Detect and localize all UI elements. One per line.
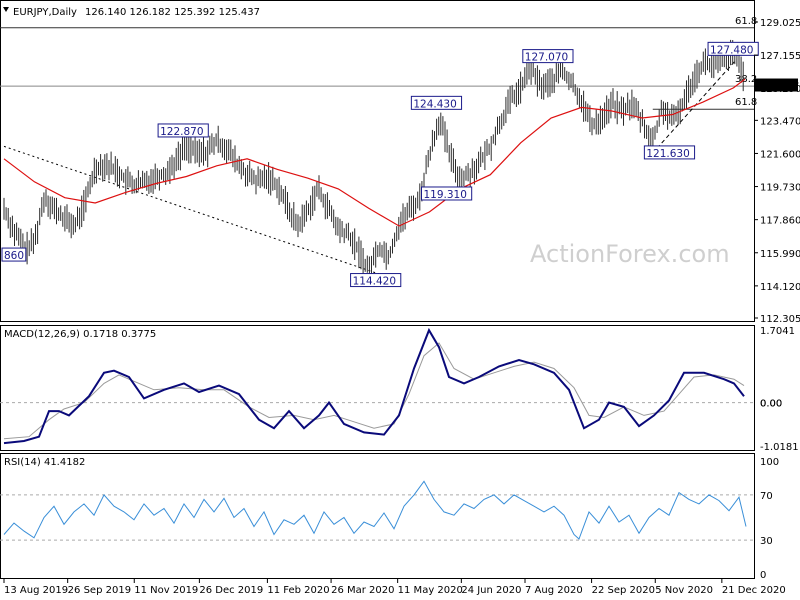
price-tick-label: 127.155 <box>760 51 800 62</box>
date-tick-label: 5 Nov 2020 <box>655 585 713 596</box>
macd-panel <box>0 325 755 451</box>
price-annotation-box <box>350 273 402 288</box>
price-annotation-box <box>643 145 696 160</box>
date-tick-label: 26 Dec 2019 <box>199 585 263 596</box>
price-title: EURJPY,Daily <box>13 7 77 18</box>
price-annotation-box <box>420 186 473 201</box>
watermark: ActionForex.com <box>530 240 730 268</box>
price-ohlc: 126.140 126.182 125.392 125.437 <box>85 7 260 18</box>
price-tick-label: 123.470 <box>760 116 800 127</box>
price-annotation-box <box>522 49 574 64</box>
price-tick-label: 115.990 <box>760 249 800 260</box>
rsi-tick-label: 30 <box>760 536 773 547</box>
rsi-tick-label: 70 <box>760 491 773 502</box>
price-layer: 61.8 38.2 61.8 860 122.870 114.420 124.430 119.… <box>0 16 759 288</box>
price-annotation: 122.870 <box>160 126 203 138</box>
macd-tick-label: -1.0181 <box>760 442 799 453</box>
date-tick-label: 11 Nov 2019 <box>134 585 198 596</box>
last-price-label: 125.437 <box>758 82 799 93</box>
price-panel <box>0 0 755 322</box>
fib-label: 38.2 <box>735 74 757 85</box>
price-annotation-box <box>707 41 759 56</box>
fib-label: 61.8 <box>735 97 757 108</box>
rsi-panel <box>0 453 755 579</box>
axis-layer: 129.025127.155125.290123.470121.600119.7… <box>3 18 800 596</box>
header-triangle-icon <box>3 7 9 12</box>
rsi-layer <box>0 480 754 541</box>
rsi-title: RSI(14) 41.4182 <box>4 457 85 468</box>
macd-layer <box>0 327 754 445</box>
macd-title: MACD(12,26,9) 0.1718 0.3775 <box>4 329 156 340</box>
date-tick-label: 22 Sep 2020 <box>592 585 655 596</box>
price-annotation-box <box>157 123 209 138</box>
rsi-line <box>3 480 747 540</box>
price-tick-label: 119.730 <box>760 183 800 194</box>
price-tick-label: 112.305 <box>760 314 800 325</box>
date-tick-label: 26 Sep 2019 <box>68 585 131 596</box>
rsi-tick-label: 100 <box>760 457 779 468</box>
date-tick-label: 26 Mar 2020 <box>331 585 394 596</box>
price-annotation: 114.420 <box>353 276 396 288</box>
last-price-box <box>755 78 798 92</box>
macd-line <box>3 327 745 445</box>
date-tick-label: 11 Feb 2020 <box>267 585 329 596</box>
date-tick-label: 21 Dec 2020 <box>722 585 786 596</box>
price-annotation: 127.480 <box>710 44 753 56</box>
price-annotation-box <box>1 247 27 262</box>
price-tick-label: 117.860 <box>760 216 800 227</box>
fib-label: 61.8 <box>735 16 757 27</box>
price-tick-label: 114.120 <box>760 282 800 293</box>
date-tick-label: 24 Jun 2020 <box>461 585 521 596</box>
price-annotation: 124.430 <box>413 98 456 110</box>
date-tick-label: 13 Aug 2019 <box>4 585 68 596</box>
price-tick-label: 129.025 <box>760 18 800 29</box>
price-annotation: 860 <box>4 250 24 262</box>
price-annotation: 127.070 <box>525 52 568 64</box>
macd-tick-label: 0.00 <box>760 399 782 410</box>
date-tick-label: 7 Aug 2020 <box>525 585 583 596</box>
moving-average-line <box>3 78 746 227</box>
price-annotation-box <box>410 95 463 110</box>
price-annotation: 119.310 <box>423 189 466 201</box>
price-annotation: 121.630 <box>646 148 689 160</box>
date-tick-label: 11 May 2020 <box>398 585 463 596</box>
macd-tick-label: 1.7041 <box>760 326 795 337</box>
rsi-tick-label: 0 <box>760 570 766 581</box>
price-tick-label: 121.600 <box>760 149 800 160</box>
macd-tick-label: 0.00 <box>760 399 782 410</box>
